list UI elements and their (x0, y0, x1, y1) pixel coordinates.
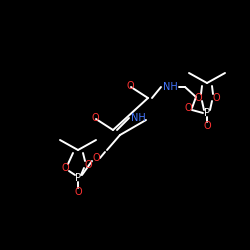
Text: NH: NH (162, 82, 178, 92)
Text: O: O (194, 93, 202, 103)
Text: O: O (203, 121, 211, 131)
Text: O: O (212, 93, 220, 103)
Text: O: O (84, 160, 92, 170)
Text: P: P (204, 108, 210, 118)
Text: O: O (126, 81, 134, 91)
Text: O: O (74, 187, 82, 197)
Text: P: P (75, 173, 81, 183)
Text: O: O (92, 153, 100, 163)
Text: O: O (61, 163, 69, 173)
Text: NH: NH (130, 113, 146, 123)
Text: O: O (91, 113, 99, 123)
Text: O: O (184, 103, 192, 113)
